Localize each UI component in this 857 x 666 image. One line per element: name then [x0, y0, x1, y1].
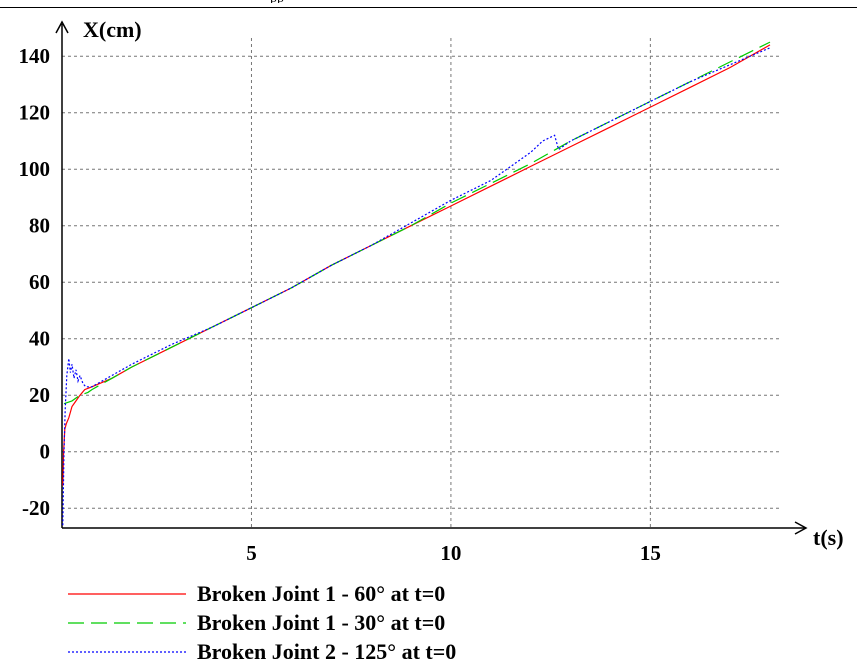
legend-label-1: Broken Joint 1 - 60° at t=0	[197, 581, 445, 606]
x-tick-label: 5	[246, 541, 257, 565]
grid-lines	[62, 38, 780, 528]
series-lines	[62, 41, 771, 526]
y-tick-label: -20	[22, 496, 50, 520]
y-tick-label: 140	[19, 44, 51, 68]
x-tick-label: 15	[640, 541, 661, 565]
y-tick-label: 80	[29, 214, 50, 238]
y-tick-label: 60	[29, 270, 50, 294]
series-line-1	[62, 44, 771, 486]
series-line-3	[62, 47, 771, 526]
y-tick-label: 100	[19, 157, 51, 181]
series-line-2	[63, 41, 771, 405]
axes	[55, 20, 808, 535]
x-axis-arrow	[794, 521, 808, 535]
legend: Broken Joint 1 - 60° at t=0 Broken Joint …	[68, 581, 456, 664]
y-tick-label: 40	[29, 327, 50, 351]
y-tick-label: 0	[40, 440, 51, 464]
y-tick-label: 120	[19, 101, 51, 125]
x-axis-label: t(s)	[813, 525, 844, 550]
legend-label-3: Broken Joint 2 - 125° at t=0	[197, 639, 456, 664]
x-tick-label: 10	[440, 541, 461, 565]
page-top-rule: pp	[0, 0, 857, 8]
clipped-text-fragment: pp	[270, 0, 340, 3]
tick-labels: 5 10 15 -20 0 20 40 60 80 100 120 140	[19, 44, 661, 565]
y-axis-arrow	[55, 20, 69, 34]
y-tick-label: 20	[29, 383, 50, 407]
legend-label-2: Broken Joint 1 - 30° at t=0	[197, 610, 445, 635]
y-axis-label: X(cm)	[83, 17, 142, 42]
